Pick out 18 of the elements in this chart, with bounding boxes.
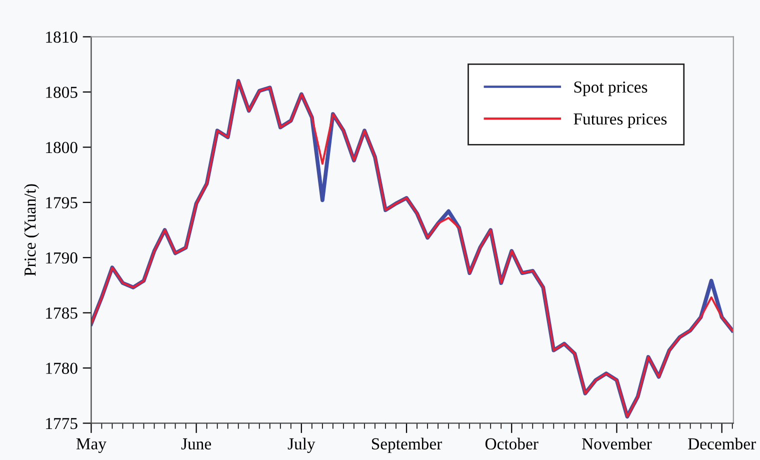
y-axis-title: Price (Yuan/t) bbox=[24, 184, 40, 276]
legend-label: Futures prices bbox=[574, 113, 667, 128]
y-tick-label: 1785 bbox=[46, 308, 78, 319]
x-tick-label: December bbox=[688, 438, 756, 450]
y-tick-label: 1810 bbox=[46, 32, 78, 43]
x-tick-label: October bbox=[485, 438, 538, 450]
y-tick-label: 1790 bbox=[46, 252, 78, 264]
y-tick-label: 1780 bbox=[46, 362, 78, 374]
x-tick-label: September bbox=[372, 438, 442, 453]
x-tick-label: November bbox=[582, 438, 652, 450]
legend-label: Spot prices bbox=[574, 82, 648, 96]
y-tick-label: 1775 bbox=[46, 418, 78, 430]
y-tick-label: 1800 bbox=[46, 142, 78, 154]
x-tick-label: July bbox=[288, 438, 316, 453]
y-tick-label: 1795 bbox=[46, 197, 78, 208]
x-tick-label: June bbox=[181, 438, 212, 450]
x-tick-label: May bbox=[76, 438, 106, 453]
y-tick-label: 1805 bbox=[46, 86, 78, 98]
